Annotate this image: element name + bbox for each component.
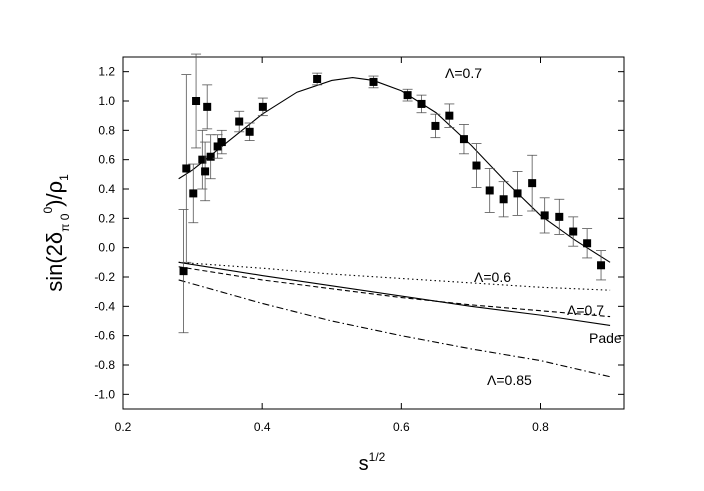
data-point [203,102,212,111]
y-label-sub: 1 [57,174,71,181]
y-label-part: )/ρ [42,181,67,207]
curve [178,279,611,378]
x-tick-label: 0.6 [393,420,410,434]
x-tick-label: 0.4 [254,420,271,434]
y-label-part: sin(2δ [42,232,67,292]
data-point [313,75,322,83]
data-point [235,117,244,126]
x-label-base: s [359,453,369,475]
x-tick-label: 0.8 [532,420,549,434]
data-point [597,261,606,270]
data-point [472,161,481,170]
data-point [198,155,207,164]
data-point [485,186,494,195]
annotation: Pade [589,330,622,346]
x-axis-label: s1/2 [359,450,386,475]
y-label-sup: 0 [41,207,55,214]
data-point [459,135,468,144]
y-tick-label: -0.2 [94,270,115,284]
data-point [555,212,564,221]
data-point [445,111,454,120]
data-point [583,239,592,248]
curve [178,76,611,263]
y-label-sub: π 0 [58,213,72,232]
y-tick-label: -0.6 [94,329,115,343]
data-point [403,91,412,100]
data-point [528,179,537,188]
data-point [179,267,188,276]
annotation: Λ=0.7 [567,302,604,318]
x-label-sup: 1/2 [369,450,386,464]
annotation: Λ=0.7 [445,65,482,81]
y-tick-label: -1.0 [94,387,115,401]
y-tick-label: 1.0 [98,94,115,108]
data-point [201,167,210,176]
data-point [182,164,191,173]
y-tick-label: -0.4 [94,299,115,313]
data-point [206,152,215,161]
y-tick-label: 0.6 [98,153,115,167]
data-point [513,189,522,198]
y-axis-label: sin(2δπ 00)/ρ1 [41,174,72,292]
y-tick-label: 1.2 [98,65,115,79]
data-point [417,99,426,108]
data-point [245,127,254,136]
curve [178,261,611,291]
data-point [369,77,378,86]
y-tick-label: 0.0 [98,241,115,255]
data-point [569,227,578,236]
y-tick-label: -0.8 [94,358,115,372]
curve [178,261,611,326]
data-point [192,97,201,105]
data-point [217,138,226,147]
data-point [499,195,508,204]
data-point [540,211,549,220]
annotation: Λ=0.6 [474,269,511,285]
curve [178,266,611,318]
data-point [189,189,198,198]
plot-frame [122,56,625,410]
data-point [213,142,222,151]
x-tick-label: 0.2 [115,420,132,434]
annotation: Λ=0.85 [487,372,532,388]
data-point [431,121,440,130]
data-point [258,102,267,111]
y-tick-label: 0.2 [98,211,115,225]
y-tick-label: 0.4 [98,182,115,196]
y-tick-label: 0.8 [98,123,115,137]
